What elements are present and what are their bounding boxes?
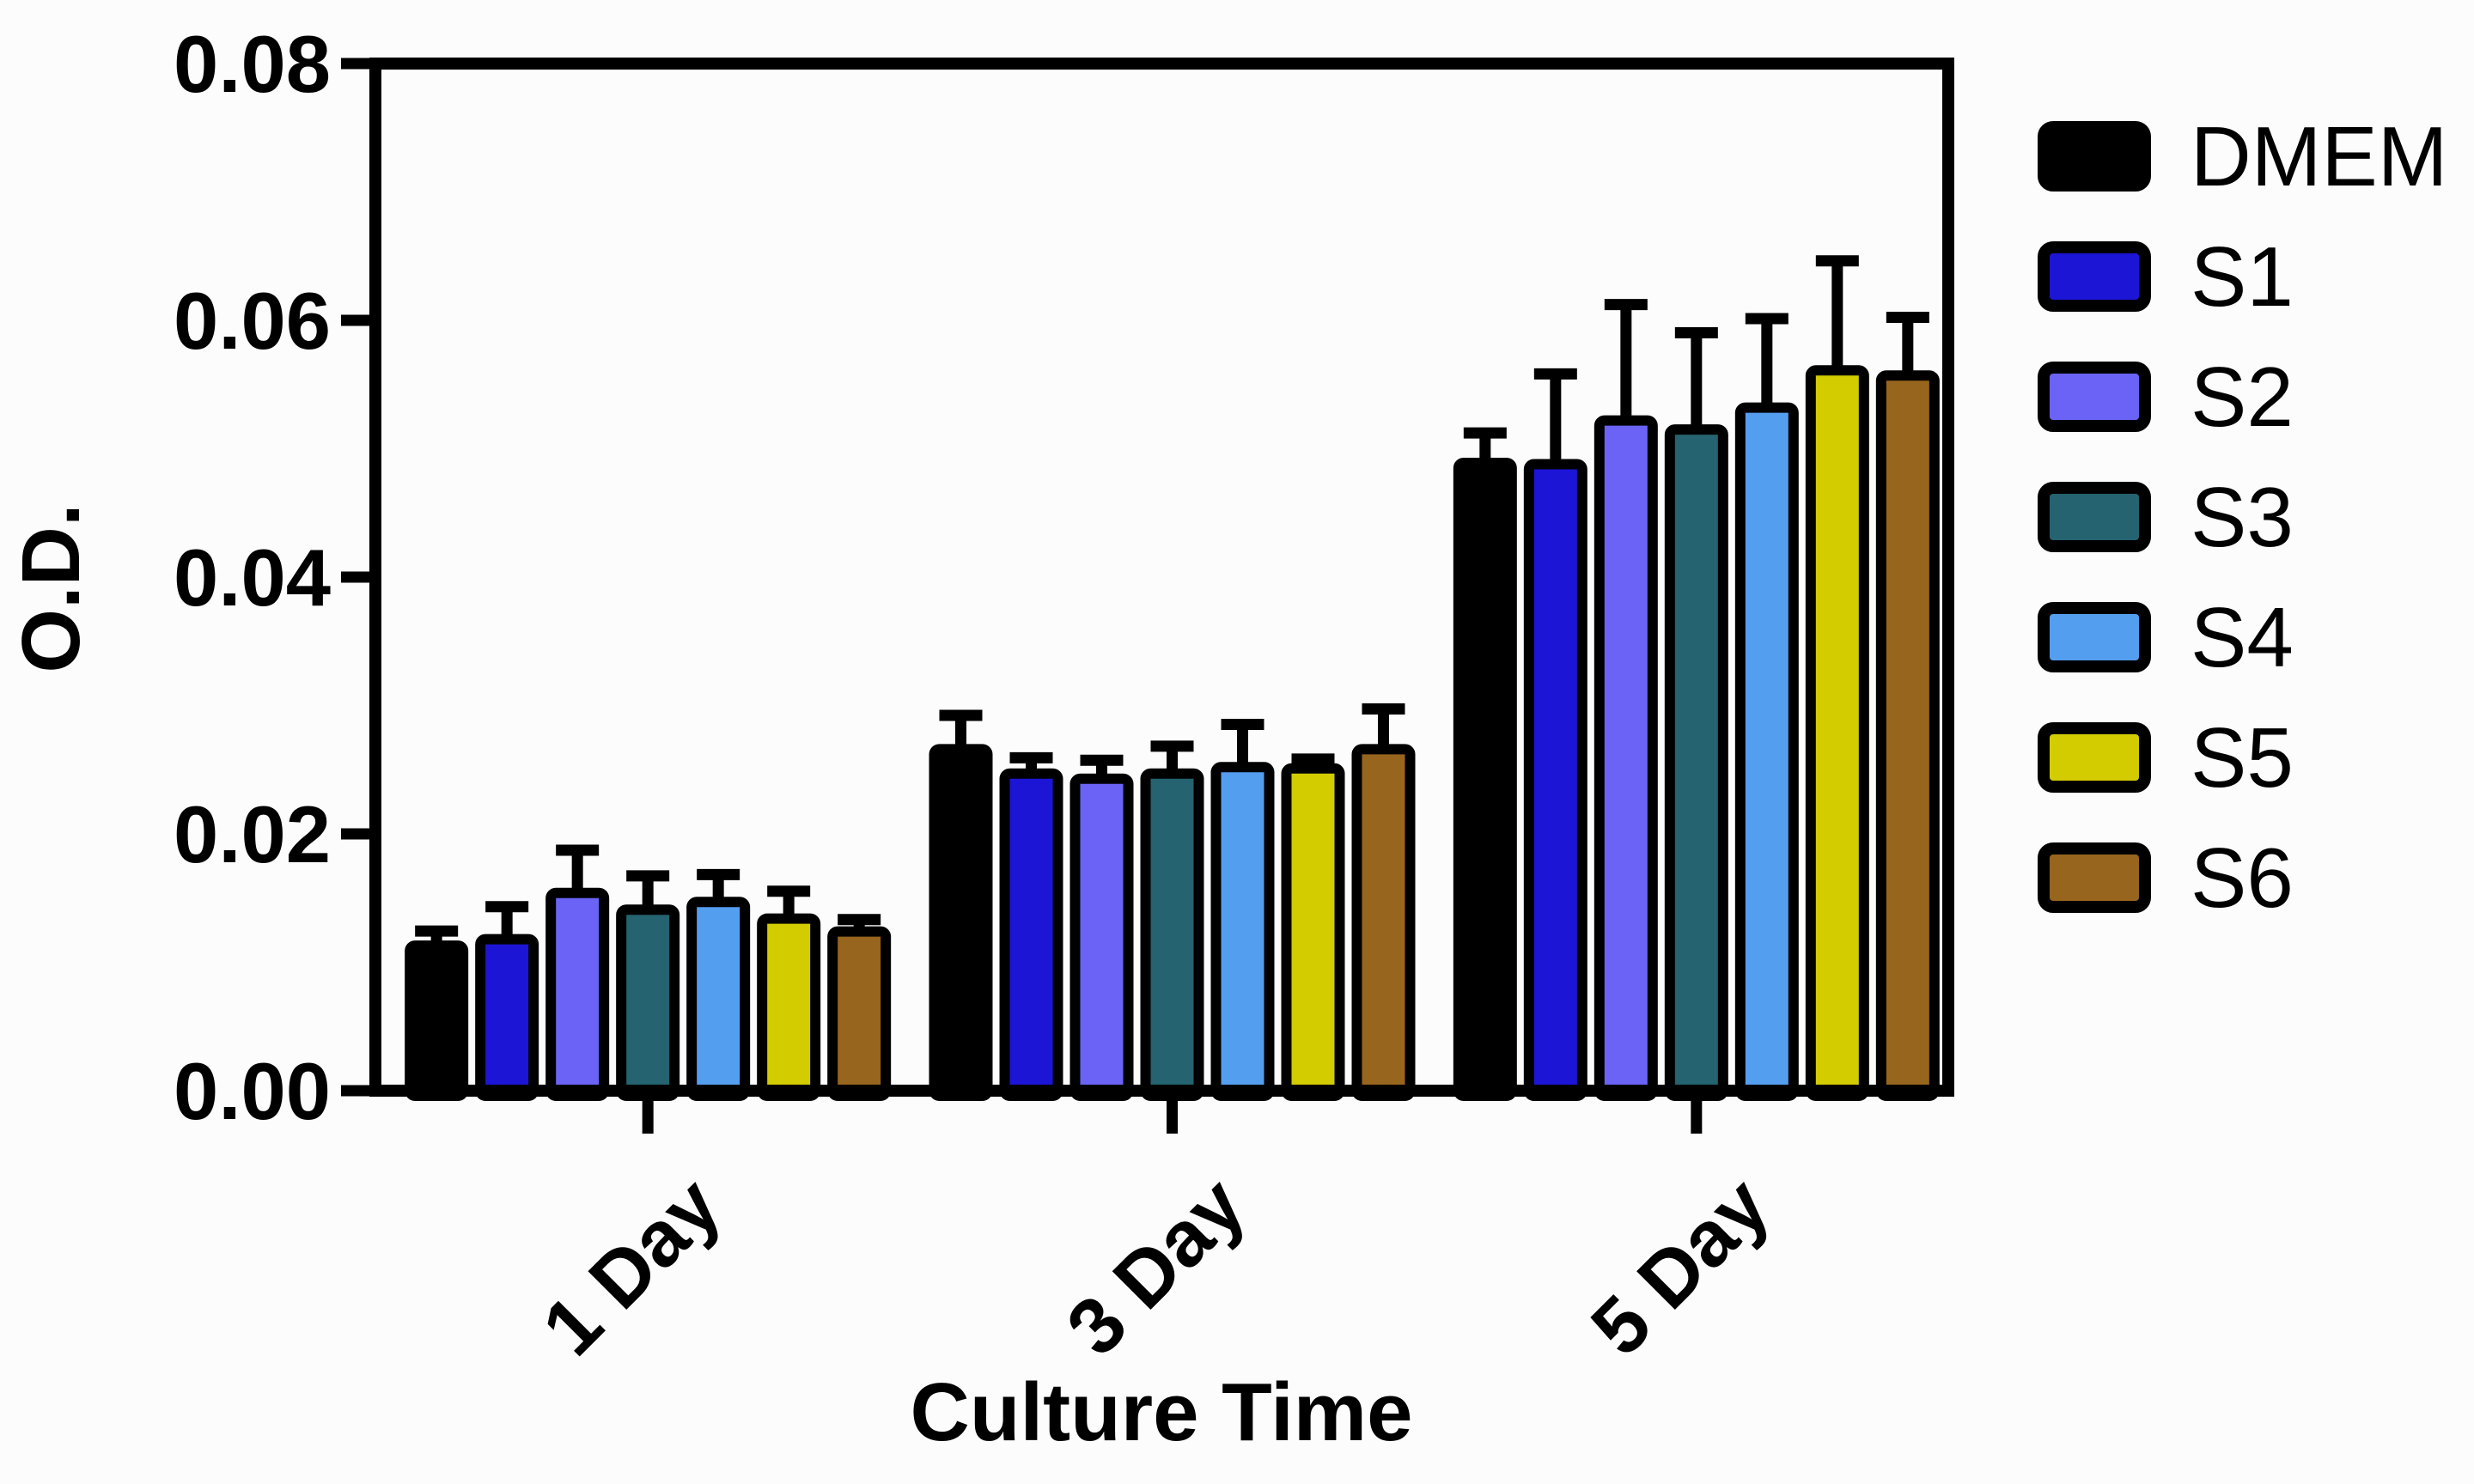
legend-label: S5 xyxy=(2191,710,2294,805)
legend-label: S4 xyxy=(2191,590,2294,684)
bar-S2-1 Day xyxy=(545,887,610,1102)
y-tick-label: 0.04 xyxy=(174,532,331,623)
bar-S1-3 Day xyxy=(999,768,1063,1101)
bar-S5-3 Day xyxy=(1281,763,1345,1101)
legend-swatch-DMEM xyxy=(2038,121,2151,192)
y-tick-label: 0.02 xyxy=(174,789,331,879)
legend-item-DMEM: DMEM xyxy=(2038,96,2447,216)
plot-frame xyxy=(369,58,1954,1097)
bar-DMEM-1 Day xyxy=(405,940,469,1101)
bar-S3-5 Day xyxy=(1664,424,1728,1101)
bar-DMEM-3 Day xyxy=(929,744,993,1102)
bar-S1-5 Day xyxy=(1523,459,1587,1101)
bar-S6-3 Day xyxy=(1351,744,1416,1102)
legend-swatch-S6 xyxy=(2038,842,2151,913)
y-axis-title: O.D. xyxy=(5,503,97,673)
legend-item-S3: S3 xyxy=(2038,457,2447,577)
legend-label: S6 xyxy=(2191,830,2294,925)
y-tick-label: 0.06 xyxy=(174,276,331,366)
bar-S2-5 Day xyxy=(1593,415,1658,1101)
y-tick-label: 0.00 xyxy=(174,1046,331,1136)
legend-label: DMEM xyxy=(2191,109,2448,204)
bar-S5-5 Day xyxy=(1805,365,1869,1101)
bar-S6-1 Day xyxy=(827,926,892,1101)
bar-S1-1 Day xyxy=(475,934,539,1101)
bar-S5-1 Day xyxy=(757,913,821,1102)
bar-S6-5 Day xyxy=(1875,370,1940,1102)
x-axis-title: Culture Time xyxy=(910,1366,1413,1458)
bar-DMEM-5 Day xyxy=(1453,457,1517,1101)
legend-swatch-S5 xyxy=(2038,722,2151,793)
legend-item-S1: S1 xyxy=(2038,216,2447,337)
legend-item-S4: S4 xyxy=(2038,577,2447,697)
bar-S3-3 Day xyxy=(1140,768,1204,1101)
bar-S3-1 Day xyxy=(616,904,680,1101)
legend: DMEM S1 S2 S3 S4 S5 S6 xyxy=(2038,96,2447,938)
legend-item-S6: S6 xyxy=(2038,818,2447,938)
legend-swatch-S2 xyxy=(2038,362,2151,432)
legend-swatch-S4 xyxy=(2038,602,2151,672)
legend-swatch-S3 xyxy=(2038,482,2151,552)
y-tick-label: 0.08 xyxy=(174,19,331,109)
legend-label: S3 xyxy=(2191,470,2294,564)
legend-item-S5: S5 xyxy=(2038,697,2447,818)
legend-label: S2 xyxy=(2191,350,2294,444)
legend-swatch-S1 xyxy=(2038,241,2151,312)
bar-S4-3 Day xyxy=(1210,762,1275,1101)
bar-S4-1 Day xyxy=(686,897,751,1101)
bar-S4-5 Day xyxy=(1734,402,1799,1102)
bar-S2-3 Day xyxy=(1069,773,1134,1102)
legend-item-S2: S2 xyxy=(2038,337,2447,457)
legend-label: S1 xyxy=(2191,229,2294,324)
